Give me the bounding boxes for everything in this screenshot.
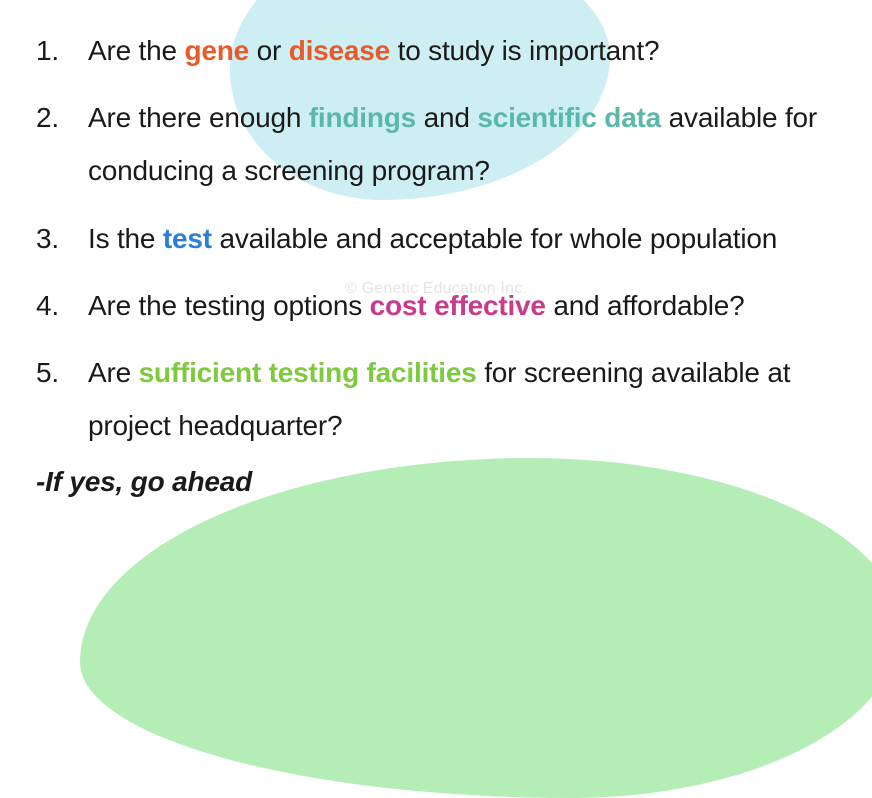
footer-line: -If yes, go ahead xyxy=(30,466,842,498)
question-item-2: Are there enough findings and scientific… xyxy=(30,91,842,197)
question-item-1: Are the gene or disease to study is impo… xyxy=(30,24,842,77)
highlight-text: gene xyxy=(184,35,249,66)
body-text: and xyxy=(416,102,477,133)
highlight-text: findings xyxy=(309,102,416,133)
question-item-5: Are sufficient testing facilities for sc… xyxy=(30,346,842,452)
highlight-text: sufficient testing facilities xyxy=(139,357,477,388)
highlight-text: scientific data xyxy=(477,102,661,133)
body-text: Are xyxy=(88,357,139,388)
highlight-text: disease xyxy=(289,35,390,66)
content-area: Are the gene or disease to study is impo… xyxy=(0,0,872,518)
body-text: available and acceptable for whole popul… xyxy=(212,223,777,254)
question-item-4: Are the testing options cost effective a… xyxy=(30,279,842,332)
body-text: Are the testing options xyxy=(88,290,370,321)
body-text: to study is important? xyxy=(390,35,659,66)
body-text: and affordable? xyxy=(546,290,745,321)
body-text: or xyxy=(249,35,289,66)
question-list: Are the gene or disease to study is impo… xyxy=(30,24,842,452)
body-text: Is the xyxy=(88,223,163,254)
body-text: Are the xyxy=(88,35,184,66)
body-text: Are there enough xyxy=(88,102,309,133)
highlight-text: cost effective xyxy=(370,290,546,321)
highlight-text: test xyxy=(163,223,212,254)
question-item-3: Is the test available and acceptable for… xyxy=(30,212,842,265)
